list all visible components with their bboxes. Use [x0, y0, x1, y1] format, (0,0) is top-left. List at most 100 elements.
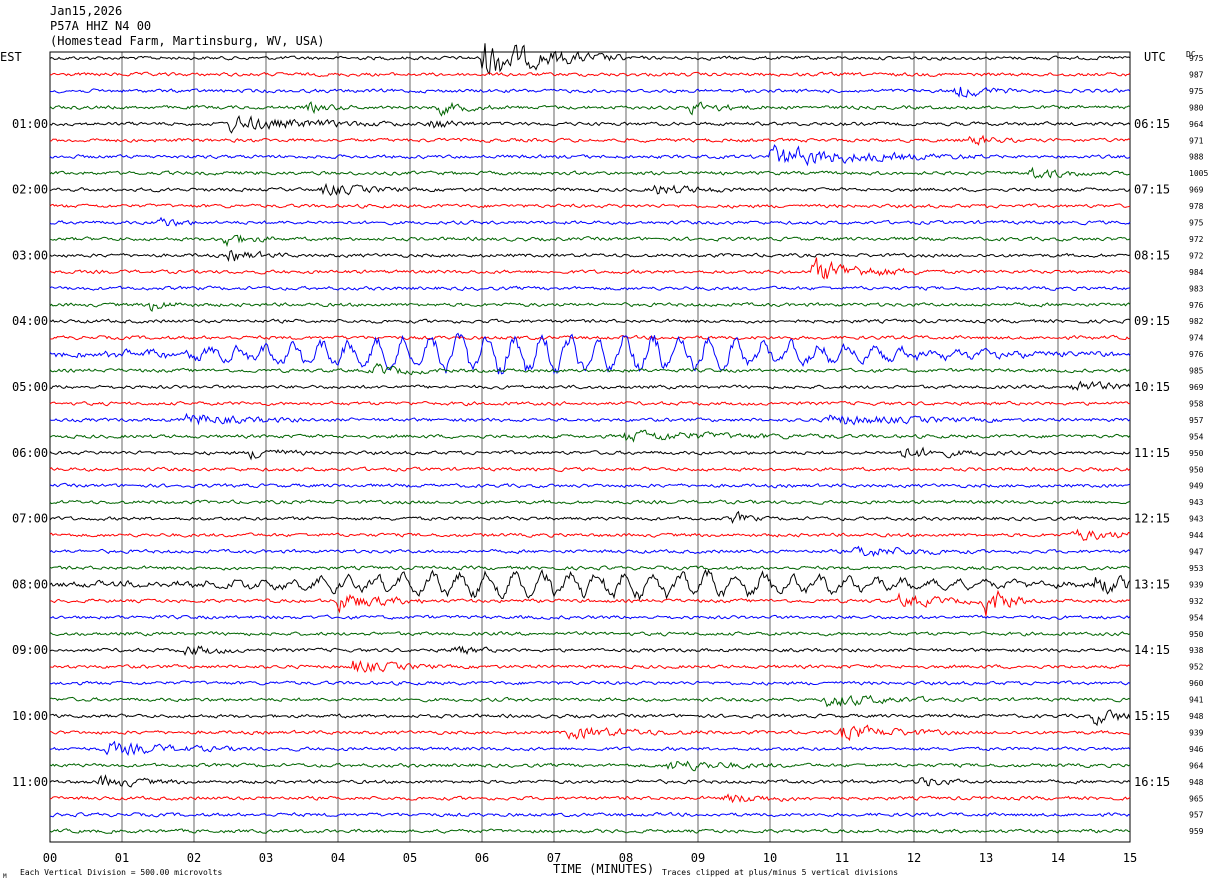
- seismic-trace: [49, 114, 1131, 134]
- header-location: (Homestead Farm, Martinsburg, WV, USA): [50, 34, 325, 48]
- x-axis-title: TIME (MINUTES): [553, 862, 654, 876]
- utc-hour-label: 11:15: [1134, 446, 1170, 460]
- dc-value-label: 939: [1189, 728, 1204, 737]
- dc-value-label: 960: [1189, 679, 1204, 688]
- dc-value-label: 975: [1189, 54, 1204, 63]
- seismic-trace: [49, 774, 1131, 788]
- utc-hour-label: 07:15: [1134, 183, 1170, 197]
- seismic-trace: [49, 793, 1131, 804]
- dc-value-label: 971: [1189, 136, 1204, 145]
- x-tick-label: 02: [187, 851, 201, 865]
- seismic-trace: [49, 334, 1131, 341]
- scale-note: Each Vertical Division = 500.00 microvol…: [20, 868, 222, 877]
- dc-value-label: 952: [1189, 663, 1204, 672]
- x-tick-label: 09: [691, 851, 705, 865]
- dc-value-label: 969: [1189, 186, 1204, 195]
- seismic-trace: [49, 285, 1131, 292]
- seismic-trace: [49, 510, 1131, 525]
- dc-value-label: 954: [1189, 432, 1204, 441]
- dc-label: DC: [1186, 50, 1196, 59]
- seismic-trace: [49, 203, 1131, 209]
- dc-value-label: 941: [1189, 696, 1204, 705]
- x-tick-label: 10: [763, 851, 777, 865]
- x-tick-label: 07: [547, 851, 561, 865]
- seismic-trace: [49, 216, 1131, 227]
- right-axis-label: UTC: [1144, 50, 1166, 64]
- corner-mark: M: [3, 873, 7, 880]
- seismic-trace: [49, 740, 1131, 756]
- dc-value-label: 972: [1189, 251, 1204, 260]
- dc-value-label: 943: [1189, 515, 1204, 524]
- seismic-trace: [49, 709, 1131, 727]
- seismic-trace: [49, 528, 1131, 541]
- x-tick-label: 05: [403, 851, 417, 865]
- dc-value-label: 949: [1189, 482, 1204, 491]
- dc-value-label: 959: [1189, 827, 1204, 836]
- dc-value-label: 965: [1189, 794, 1204, 803]
- est-hour-label: 04:00: [12, 314, 48, 328]
- seismic-trace: [49, 466, 1131, 473]
- dc-value-label: 969: [1189, 383, 1204, 392]
- seismic-trace: [49, 660, 1131, 673]
- dc-value-label: 972: [1189, 235, 1204, 244]
- seismic-trace: [49, 318, 1131, 324]
- dc-value-label: 988: [1189, 153, 1204, 162]
- est-hour-label: 06:00: [12, 446, 48, 460]
- est-hour-label: 09:00: [12, 643, 48, 657]
- seismic-trace: [49, 631, 1131, 637]
- dc-value-label: 946: [1189, 745, 1204, 754]
- utc-hour-label: 14:15: [1134, 643, 1170, 657]
- dc-value-label: 985: [1189, 367, 1204, 376]
- utc-hour-label: 16:15: [1134, 775, 1170, 789]
- seismic-trace: [49, 482, 1131, 489]
- seismic-trace: [49, 166, 1131, 179]
- dc-value-label: 944: [1189, 531, 1204, 540]
- utc-hour-label: 08:15: [1134, 248, 1170, 262]
- seismic-trace: [49, 182, 1131, 197]
- seismic-trace: [49, 380, 1131, 391]
- seismic-trace: [50, 614, 1131, 620]
- dc-value-label: 976: [1189, 350, 1204, 359]
- seismic-trace: [49, 362, 1131, 376]
- left-axis-label: EST: [0, 50, 22, 64]
- seismic-trace: [49, 724, 1131, 742]
- header-station: P57A HHZ N4 00: [50, 19, 152, 33]
- seismic-trace: [49, 565, 1131, 571]
- dc-value-label: 978: [1189, 202, 1204, 211]
- est-hour-label: 03:00: [12, 248, 48, 262]
- seismic-trace: [49, 144, 1131, 167]
- dc-value-label: 950: [1189, 465, 1204, 474]
- dc-value-label: 953: [1189, 564, 1204, 573]
- dc-value-label: 948: [1189, 778, 1204, 787]
- dc-value-label: 1005: [1189, 169, 1208, 178]
- dc-value-label: 943: [1189, 498, 1204, 507]
- seismic-trace: [49, 645, 1131, 656]
- dc-value-label: 947: [1189, 548, 1204, 557]
- dc-value-label: 984: [1189, 268, 1204, 277]
- utc-hour-label: 12:15: [1134, 512, 1170, 526]
- dc-value-label: 932: [1189, 597, 1204, 606]
- seismic-trace: [49, 301, 1131, 312]
- dc-value-label: 948: [1189, 712, 1204, 721]
- x-tick-label: 11: [835, 851, 849, 865]
- seismic-trace: [49, 828, 1131, 834]
- est-hour-label: 02:00: [12, 183, 48, 197]
- seismic-trace: [49, 680, 1131, 686]
- dc-value-label: 982: [1189, 317, 1204, 326]
- seismic-trace: [49, 249, 1131, 263]
- seismic-trace: [49, 568, 1131, 601]
- est-hour-label: 05:00: [12, 380, 48, 394]
- dc-value-label: 950: [1189, 449, 1204, 458]
- x-tick-label: 03: [259, 851, 273, 865]
- utc-hour-label: 13:15: [1134, 577, 1170, 591]
- dc-value-label: 976: [1189, 301, 1204, 310]
- est-hour-label: 11:00: [12, 775, 48, 789]
- x-tick-label: 01: [115, 851, 129, 865]
- axis-labels: EST UTC DC TIME (MINUTES) Each Vertical …: [0, 50, 1208, 880]
- seismic-trace: [49, 101, 1131, 117]
- est-hour-label: 01:00: [12, 117, 48, 131]
- est-hour-label: 08:00: [12, 577, 48, 591]
- utc-hour-label: 10:15: [1134, 380, 1170, 394]
- seismic-trace: [49, 71, 1131, 78]
